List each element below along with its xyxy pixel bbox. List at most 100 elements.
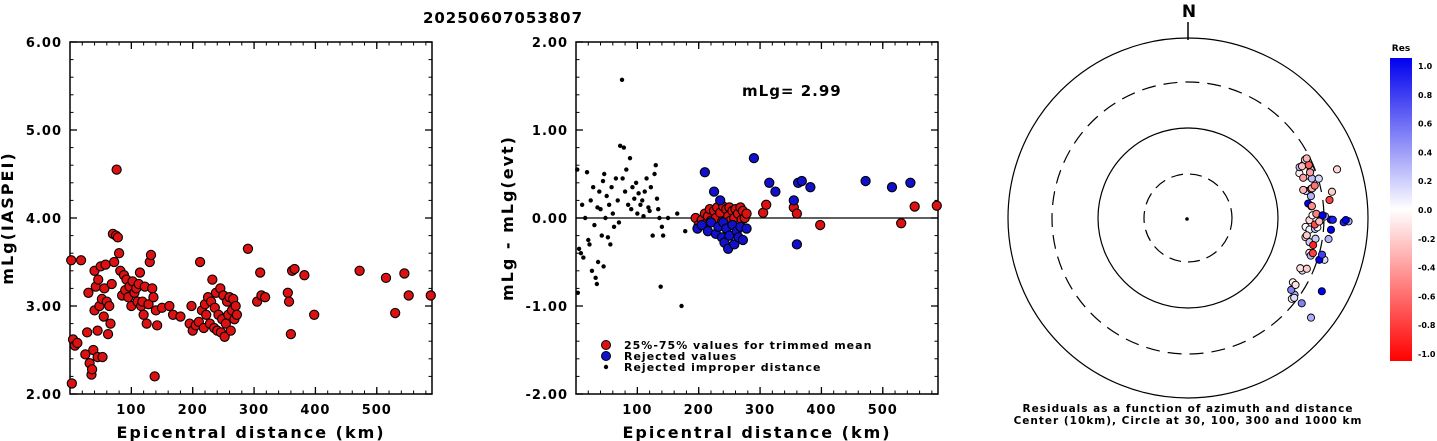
left-y-tick-label: 3.00 (26, 300, 62, 315)
residual-plot: 100 200 300 400 500 -2.00 -1.00 0.00 1.00 2.00 mL… (498, 36, 942, 441)
mid-point-improper (581, 255, 586, 260)
mid-x-tick-label: 300 (745, 403, 775, 418)
ring-100km (1097, 127, 1279, 309)
colorbar-tick-label: 0.0 (1418, 206, 1433, 215)
colorbar-tick-label: -0.6 (1418, 292, 1436, 301)
mid-point-improper (646, 205, 651, 210)
left-point (201, 309, 212, 320)
mid-point-improper (621, 145, 627, 150)
mid-point-improper (604, 193, 609, 199)
epicenter-marker (1185, 217, 1189, 221)
polar-station-point (1291, 280, 1300, 289)
mid-point-improper (633, 180, 639, 185)
mid-point (931, 200, 942, 211)
mid-point (909, 201, 920, 212)
mid-point-improper (665, 215, 671, 221)
mid-point-improper (638, 202, 643, 207)
mid-point-improper (586, 237, 591, 243)
polar-station-point (1317, 287, 1326, 296)
mid-point-improper (675, 211, 680, 216)
mid-point-improper (597, 189, 602, 194)
left-point (299, 270, 310, 281)
left-point (106, 278, 117, 290)
polar-station-point (1297, 162, 1307, 171)
left-point (289, 263, 300, 275)
left-point (83, 287, 94, 298)
mid-point (788, 195, 799, 206)
polar-station-point (1299, 185, 1308, 194)
mid-point (696, 219, 707, 231)
left-x-tick-label: 500 (362, 403, 392, 418)
left-y-tick-label: 2.00 (26, 388, 62, 403)
polar-station-point (1309, 241, 1318, 250)
left-point (143, 299, 154, 310)
mid-point (796, 175, 807, 187)
ring-1000km (1007, 37, 1369, 399)
left-point (75, 255, 87, 266)
left-point (186, 300, 197, 312)
left-point (255, 267, 266, 278)
mid-point-improper (652, 171, 657, 177)
mid-point-improper (644, 176, 649, 181)
left-y-tick-label: 6.00 (26, 36, 62, 51)
mid-point-improper (650, 233, 655, 238)
mid-point-improper (622, 189, 628, 194)
polar-station-point (1325, 195, 1334, 205)
colorbar-tick-label: 0.2 (1418, 177, 1432, 186)
polar-station-point (1290, 293, 1299, 302)
left-point (102, 329, 114, 340)
figure-title: 20250607053807 (423, 9, 583, 27)
colorbar-title: Res (1392, 44, 1410, 54)
mid-point-improper (627, 155, 633, 161)
mid-x-tick-label: 100 (622, 403, 652, 418)
legend-label-improper: Rejected improper distance (624, 361, 821, 374)
ring-30km (1143, 173, 1233, 263)
mid-point-improper (679, 303, 684, 309)
left-point (80, 349, 91, 360)
left-point (100, 259, 111, 270)
mid-point (761, 199, 772, 210)
colorbar-tick-label: -0.4 (1418, 264, 1436, 273)
mid-point-improper (629, 207, 634, 212)
left-point (175, 311, 186, 322)
left-point (134, 267, 146, 278)
mid-point-improper (619, 77, 625, 83)
legend-marker-trimmed (601, 340, 611, 350)
mid-point (860, 175, 871, 187)
polar-station-point (1304, 160, 1313, 170)
mid-point-improper (575, 167, 580, 172)
legend-label-trimmed: 25%-75% values for trimmed mean (624, 339, 872, 352)
legend: 25%-75% values for trimmed mean Rejected… (601, 339, 872, 374)
left-plot-frame (69, 41, 433, 395)
mid-point-improper (603, 215, 608, 221)
mid-point-improper (641, 214, 646, 219)
left-point (92, 325, 103, 336)
mid-point-improper (610, 211, 616, 216)
left-point (207, 274, 218, 285)
legend-marker-improper (603, 364, 609, 370)
mid-point-improper (589, 268, 595, 273)
polar-station-point (1315, 217, 1324, 226)
mid-point-improper (593, 275, 598, 281)
left-point (354, 265, 365, 276)
colorbar-tick-label: 0.4 (1418, 148, 1433, 157)
polar-station-point (1341, 216, 1350, 225)
mid-point (896, 218, 907, 229)
azimuth-plot: N Residuals as a function of azimuth and… (1007, 2, 1369, 427)
mid-point (764, 177, 775, 188)
polar-caption-line1: Residuals as a function of azimuth and d… (1023, 403, 1354, 415)
mid-point (741, 208, 752, 219)
mid-point-improper (592, 222, 597, 228)
mid-point (699, 167, 710, 178)
left-x-tick-label: 200 (178, 403, 208, 418)
colorbar-tick-label: -0.2 (1418, 235, 1436, 244)
mid-point (770, 186, 781, 197)
left-point (259, 292, 271, 303)
mid-point-improper (584, 170, 590, 175)
left-point (113, 248, 125, 259)
left-point (399, 268, 410, 279)
left-point (97, 351, 108, 363)
polar-station-point (1299, 173, 1308, 182)
mid-point-improper (659, 224, 665, 229)
